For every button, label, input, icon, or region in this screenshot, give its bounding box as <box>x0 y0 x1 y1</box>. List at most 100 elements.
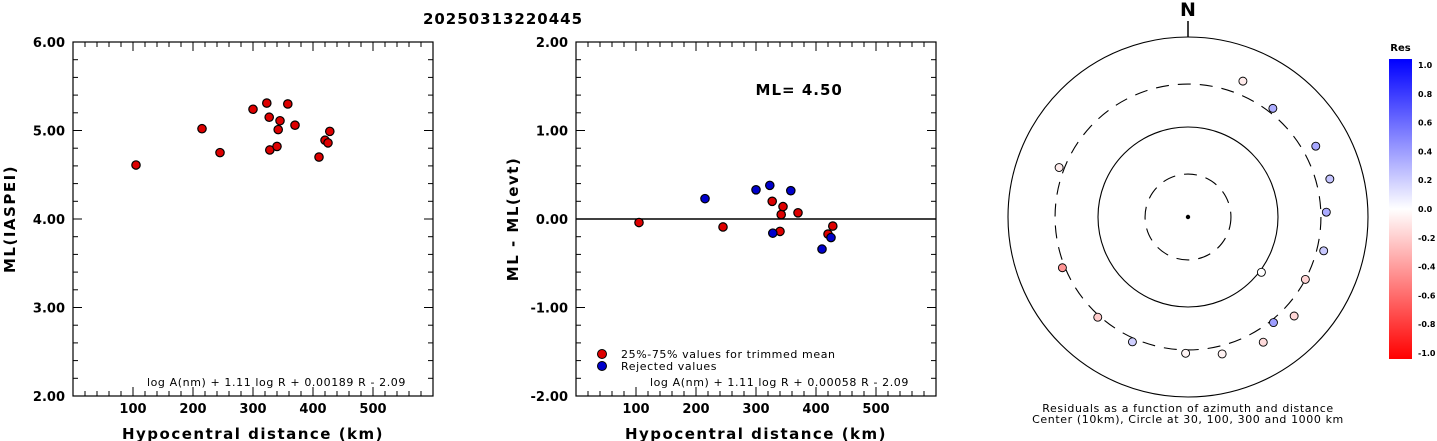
x-tick-label: 300 <box>742 402 769 417</box>
data-point <box>700 193 710 204</box>
station-marker <box>1289 311 1299 321</box>
ml-vs-distance-plot: 100 200 300 400 500 2.00 3.00 4.00 5.00 6.00 Hypoc… <box>1 36 434 441</box>
figure-title: 20250313220445 <box>423 10 583 28</box>
data-point <box>767 196 777 207</box>
data-point <box>785 185 796 196</box>
station-marker <box>1311 141 1321 151</box>
y-tick-label: 1.00 <box>536 125 568 140</box>
distance-ring <box>1007 36 1369 398</box>
data-point <box>275 115 285 126</box>
colorbar-label: 1.0 <box>1418 61 1433 70</box>
data-point <box>826 232 836 243</box>
legend-label: Rejected values <box>621 360 717 373</box>
x-axis-label: Hypocentral distance (km) <box>625 425 887 441</box>
polar-caption-line1: Residuals as a function of azimuth and d… <box>1042 402 1333 415</box>
ml-annotation: ML= 4.50 <box>756 81 843 99</box>
x-tick-label: 400 <box>802 402 829 417</box>
station-marker <box>1268 103 1278 113</box>
data-point <box>634 217 644 228</box>
colorbar-label: 0.2 <box>1418 176 1432 185</box>
colorbar-label: -0.6 <box>1418 291 1436 300</box>
formula-text: log A(nm) + 1.11 log R + 0.00058 R - 2.0… <box>650 376 909 389</box>
station-marker <box>1181 348 1191 358</box>
residual-vs-distance-plot: 100 200 300 400 500 -2.00 -1.00 0.00 1.00 2.00 Hyp… <box>504 36 937 441</box>
y-tick-label: -1.00 <box>531 302 568 317</box>
data-point <box>215 147 225 158</box>
x-tick-label: 300 <box>239 402 266 417</box>
data-point <box>197 123 207 134</box>
residual-colorbar: Res 1.0 0.8 0.6 0.4 0.2 0.0 -0.2 -0.4 -0.6 -0.8 -1.… <box>1389 43 1436 359</box>
legend-marker <box>597 349 607 359</box>
station-marker <box>1256 267 1266 277</box>
y-axis-label: ML - ML(evt) <box>504 157 522 281</box>
data-point <box>131 160 141 170</box>
y-tick-label: 6.00 <box>33 36 65 51</box>
formula-text: log A(nm) + 1.11 log R + 0.00189 R - 2.0… <box>147 376 406 389</box>
colorbar-title: Res <box>1390 43 1410 54</box>
colorbar-label: 0.6 <box>1418 119 1433 128</box>
epicenter-dot <box>1185 214 1191 220</box>
data-point <box>817 244 827 254</box>
data-point <box>751 184 761 195</box>
data-point <box>261 98 272 108</box>
colorbar-label: -1.0 <box>1418 349 1436 358</box>
y-axis-label: ML(IASPEI) <box>1 165 19 273</box>
data-point <box>793 208 803 218</box>
data-point <box>273 124 283 135</box>
x-tick-label: 500 <box>862 402 889 417</box>
y-tick-label: 2.00 <box>33 390 65 405</box>
colorbar-label: -0.2 <box>1418 234 1436 243</box>
colorbar-label: 0.4 <box>1418 147 1433 156</box>
station-marker <box>1057 263 1067 273</box>
data-point <box>324 126 335 137</box>
colorbar-label: -0.4 <box>1418 263 1436 272</box>
y-tick-label: 5.00 <box>33 125 65 140</box>
station-marker <box>1300 274 1310 284</box>
data-point <box>264 112 274 123</box>
colorbar-gradient <box>1389 59 1412 359</box>
y-tick-label: -2.00 <box>531 390 568 405</box>
polar-caption-line2: Center (10km), Circle at 30, 100, 300 an… <box>1032 413 1344 426</box>
x-tick-label: 500 <box>359 402 386 417</box>
data-point <box>764 180 775 191</box>
station-marker <box>1258 337 1268 347</box>
data-point <box>323 138 333 148</box>
legend-marker <box>597 361 607 371</box>
y-tick-label: 0.00 <box>536 213 568 228</box>
y-tick-label: 4.00 <box>33 213 65 228</box>
x-tick-label: 400 <box>299 402 326 417</box>
station-marker <box>1325 174 1335 184</box>
data-point <box>272 141 282 152</box>
x-tick-label: 100 <box>119 402 146 417</box>
y-tick-label: 3.00 <box>33 302 65 317</box>
data-point <box>776 209 786 220</box>
distance-ring <box>1144 173 1232 261</box>
colorbar-label: 0.8 <box>1418 90 1433 99</box>
x-axis-label: Hypocentral distance (km) <box>122 425 384 441</box>
station-marker <box>1321 207 1331 217</box>
x-tick-label: 200 <box>179 402 206 417</box>
data-point <box>248 104 258 115</box>
data-point <box>767 228 778 238</box>
station-marker <box>1093 312 1103 322</box>
azimuth-residual-polar-plot: N Residuals as a function of azimuth and … <box>1007 0 1369 426</box>
data-point <box>290 120 300 130</box>
colorbar-label: -0.8 <box>1418 320 1436 329</box>
station-marker <box>1054 163 1064 172</box>
distance-ring <box>1097 126 1279 308</box>
y-tick-label: 2.00 <box>536 36 568 51</box>
x-tick-label: 200 <box>682 402 709 417</box>
data-point <box>827 221 838 231</box>
north-label: N <box>1180 0 1196 21</box>
station-marker <box>1127 337 1137 347</box>
x-tick-label: 100 <box>622 402 649 417</box>
legend-label: 25%-75% values for trimmed mean <box>621 348 836 361</box>
colorbar-label: 0.0 <box>1418 205 1433 214</box>
data-point <box>718 222 728 232</box>
station-marker <box>1217 349 1227 359</box>
plot-frame <box>72 41 434 397</box>
data-point <box>282 99 293 109</box>
station-marker <box>1238 76 1248 86</box>
station-marker <box>1269 318 1278 328</box>
